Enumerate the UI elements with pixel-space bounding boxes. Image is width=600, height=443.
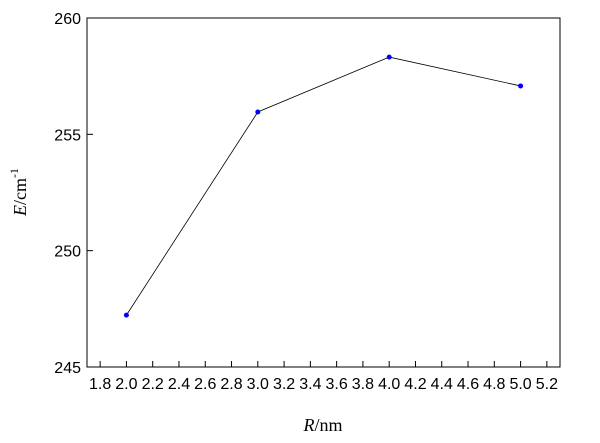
x-tick-label: 4.6 — [457, 376, 479, 393]
plot-frame — [86, 17, 561, 368]
y-tick-label: 245 — [54, 360, 81, 377]
data-point — [386, 54, 392, 60]
series-line — [126, 56, 521, 316]
x-unit: /nm — [314, 415, 342, 435]
x-tick-label: 3.2 — [273, 376, 295, 393]
y-unit: /cm — [10, 178, 30, 205]
y-axis-title: E/cm-1 — [7, 168, 30, 217]
x-tick-label: 2.4 — [168, 376, 190, 393]
x-axis-title: R/nm — [302, 415, 342, 435]
y-var: E — [10, 205, 30, 217]
x-tick-label: 1.8 — [89, 376, 111, 393]
x-tick-label: 4.4 — [431, 376, 453, 393]
data-point — [255, 109, 261, 115]
x-tick-label: 2.6 — [194, 376, 216, 393]
x-tick-label: 2.2 — [142, 376, 164, 393]
x-tick-label: 4.2 — [404, 376, 426, 393]
x-tick-label: 3.0 — [247, 376, 269, 393]
x-tick-label: 3.4 — [299, 376, 321, 393]
x-tick-label: 4.8 — [483, 376, 505, 393]
x-tick-label: 2.0 — [115, 376, 137, 393]
x-var: R — [302, 415, 314, 435]
data-point — [123, 312, 129, 318]
x-tick-label: 3.6 — [326, 376, 348, 393]
y-tick-label: 255 — [54, 127, 81, 144]
y-tick-label: 260 — [54, 11, 81, 28]
x-tick-label: 3.8 — [352, 376, 374, 393]
x-tick-label: 4.0 — [378, 376, 400, 393]
data-point — [518, 83, 524, 89]
x-tick-label: 2.8 — [220, 376, 242, 393]
x-tick-label: 5.2 — [536, 376, 558, 393]
y-exp: -1 — [7, 168, 21, 178]
x-tick-label: 5.0 — [509, 376, 531, 393]
y-tick-label: 250 — [54, 244, 81, 261]
